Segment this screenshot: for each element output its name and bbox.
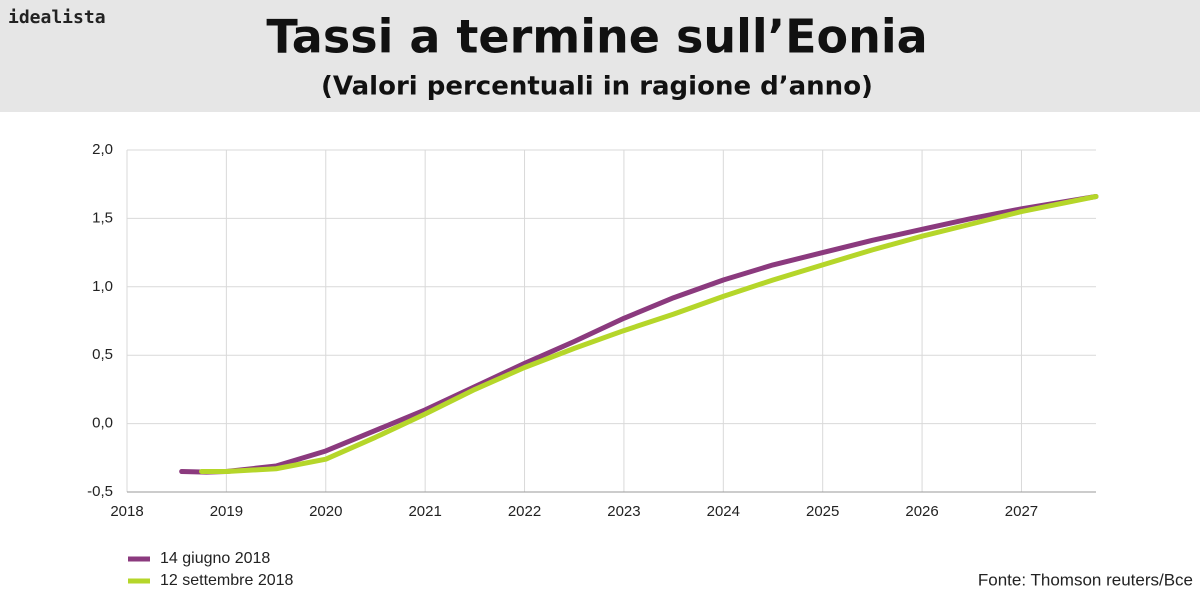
y-tick-label: -0,5 xyxy=(87,483,113,500)
y-tick-label: 0,5 xyxy=(92,346,113,363)
series-line xyxy=(199,194,1099,474)
x-tick-label: 2027 xyxy=(1005,503,1038,520)
x-tick-label: 2018 xyxy=(110,503,143,520)
y-tick-label: 1,5 xyxy=(92,209,113,226)
x-tick-label: 2026 xyxy=(905,503,938,520)
header-band xyxy=(0,0,1200,112)
chart-subtitle: (Valori percentuali in ragione d’anno) xyxy=(321,72,873,102)
brand: idealista xyxy=(8,7,106,28)
x-tick-label: 2024 xyxy=(707,503,740,520)
y-tick-label: 0,0 xyxy=(92,415,113,432)
chart-title: Tassi a termine sull’Eonia xyxy=(266,10,927,64)
x-tick-label: 2022 xyxy=(508,503,541,520)
x-tick-label: 2025 xyxy=(806,503,839,520)
legend-label: 14 giugno 2018 xyxy=(160,550,270,567)
legend-label: 12 settembre 2018 xyxy=(160,572,294,589)
x-tick-label: 2021 xyxy=(408,503,441,520)
x-tick-label: 2020 xyxy=(309,503,342,520)
source: Fonte: Thomson reuters/Bce xyxy=(978,570,1193,589)
x-tick-label: 2019 xyxy=(210,503,243,520)
y-tick-label: 2,0 xyxy=(92,141,113,158)
y-tick-label: 1,0 xyxy=(92,278,113,295)
series-line xyxy=(179,194,1099,475)
x-tick-label: 2023 xyxy=(607,503,640,520)
